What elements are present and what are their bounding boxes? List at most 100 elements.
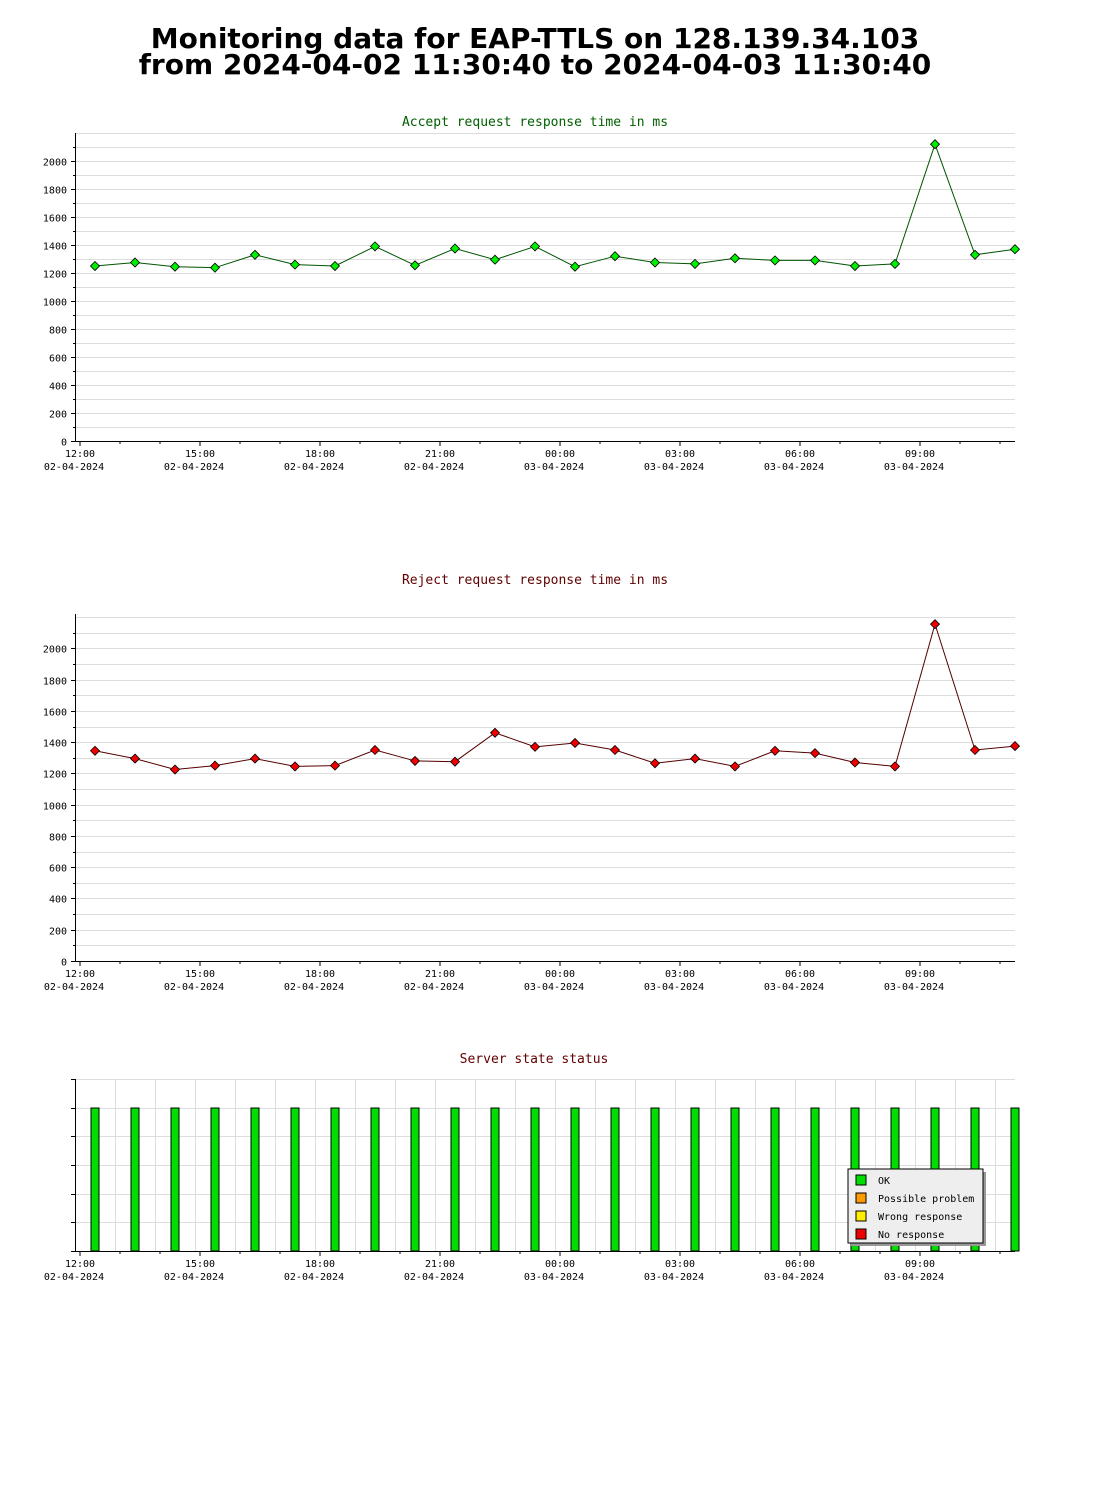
x-tick-label-date: 03-04-2024 [524, 462, 584, 473]
x-tick-label-date: 02-04-2024 [404, 462, 464, 473]
x-tick-label-time: 09:00 [905, 969, 935, 980]
accept-data-point [129, 257, 141, 268]
x-tick-label-time: 21:00 [425, 449, 455, 460]
accept-data-point [89, 260, 101, 272]
status-bar [570, 1107, 580, 1252]
reject-chart-title: Reject request response time in ms [402, 573, 668, 588]
x-tick-label-time: 12:00 [65, 1259, 95, 1270]
accept-data-point [929, 139, 941, 150]
y-tick-label: 1600 [43, 708, 67, 719]
reject-data-point [889, 761, 901, 772]
status-bar [290, 1107, 300, 1252]
x-tick-label-date: 02-04-2024 [284, 462, 344, 473]
x-tick-label-date: 03-04-2024 [524, 1272, 584, 1283]
y-tick-label: 0 [61, 958, 67, 969]
status-legend: OK Possible problem Wrong response No respo… [847, 1168, 986, 1246]
y-tick-label: 1400 [43, 739, 67, 750]
accept-data-point [849, 260, 861, 272]
reject-data-point [609, 744, 621, 756]
x-tick-label-date: 02-04-2024 [284, 1272, 344, 1283]
accept-data-point [249, 249, 261, 260]
reject-data-point [809, 748, 821, 759]
y-tick-label: 200 [49, 410, 67, 421]
x-tick-label-time: 15:00 [185, 1259, 215, 1270]
legend-entry-label: Wrong response [878, 1212, 962, 1223]
accept-data-point [409, 260, 421, 271]
reject-data-point [569, 737, 581, 749]
accept-data-point [329, 260, 341, 272]
reject-data-point [329, 760, 341, 771]
reject-data-point [369, 744, 381, 756]
x-tick-label-time: 12:00 [65, 449, 95, 460]
status-bar [330, 1107, 340, 1252]
x-tick-label-date: 03-04-2024 [644, 1272, 704, 1283]
reject-data-point [769, 745, 781, 756]
reject-chart: Reject request response time in ms12:000… [43, 573, 1021, 993]
y-tick-label: 1200 [43, 270, 67, 281]
status-bar [650, 1107, 660, 1252]
x-tick-label-date: 02-04-2024 [164, 982, 224, 993]
reject-data-point [169, 764, 181, 775]
accept-data-point [809, 255, 821, 266]
y-tick-label: 2000 [43, 645, 67, 656]
accept-data-point [449, 243, 461, 254]
status-bar [210, 1107, 220, 1252]
accept-data-point [369, 241, 381, 252]
status-bar [610, 1107, 620, 1252]
status-bar [530, 1107, 540, 1252]
status-bar [1010, 1107, 1020, 1252]
x-tick-label-time: 06:00 [785, 449, 815, 460]
x-tick-label-date: 03-04-2024 [764, 1272, 824, 1283]
page-title: Monitoring data for EAP-TTLS on 128.139.… [0, 22, 1070, 81]
legend-swatch [855, 1210, 867, 1222]
x-tick-label-date: 03-04-2024 [884, 1272, 944, 1283]
y-tick-label: 600 [49, 864, 67, 875]
legend-entry-label: OK [878, 1176, 890, 1187]
reject-data-point [1009, 741, 1021, 752]
accept-data-point [889, 258, 901, 269]
x-tick-label-time: 03:00 [665, 1259, 695, 1270]
x-tick-label-time: 21:00 [425, 1259, 455, 1270]
page-title-line2: from 2024-04-02 11:30:40 to 2024-04-03 1… [138, 48, 932, 81]
x-tick-label-date: 03-04-2024 [884, 462, 944, 473]
x-tick-label-time: 00:00 [545, 969, 575, 980]
x-tick-label-date: 03-04-2024 [524, 982, 584, 993]
status-bar [370, 1107, 380, 1252]
x-tick-label-time: 06:00 [785, 969, 815, 980]
accept-data-point [169, 261, 181, 272]
accept-chart-title: Accept request response time in ms [402, 115, 668, 130]
page-title-line1: Monitoring data for EAP-TTLS on 128.139.… [150, 22, 920, 55]
y-tick-label: 1800 [43, 677, 67, 688]
x-tick-label-time: 03:00 [665, 969, 695, 980]
accept-data-point [289, 259, 301, 270]
reject-data-point [729, 761, 741, 772]
x-tick-label-date: 03-04-2024 [644, 982, 704, 993]
reject-data-point [209, 760, 221, 771]
accept-data-point [529, 241, 541, 252]
accept-chart: Accept request response time in ms 12:00 0… [43, 115, 1021, 473]
reject-data-point [129, 753, 141, 764]
status-bar [770, 1107, 780, 1252]
status-bar [410, 1107, 420, 1252]
legend-entry-label: Possible problem [878, 1194, 974, 1205]
x-tick-label-time: 18:00 [305, 1259, 335, 1270]
reject-data-point [649, 758, 661, 769]
y-tick-label: 1400 [43, 242, 67, 253]
status-bar [170, 1107, 180, 1252]
y-tick-label: 1800 [43, 186, 67, 197]
accept-data-point [969, 249, 981, 260]
status-bar [730, 1107, 740, 1252]
status-chart: Server state status 12:00 02-04-2024 15:00 0… [44, 1052, 1020, 1283]
accept-data-point [569, 261, 581, 272]
reject-data-point [929, 619, 941, 630]
y-tick-label: 800 [49, 833, 67, 844]
x-tick-label-date: 02-04-2024 [44, 1272, 104, 1283]
y-tick-label: 800 [49, 326, 67, 337]
status-chart-title: Server state status [460, 1052, 609, 1067]
x-tick-label-time: 15:00 [185, 969, 215, 980]
legend-entry-label: No response [878, 1230, 944, 1241]
x-tick-label-date: 02-04-2024 [164, 462, 224, 473]
x-tick-label-time: 18:00 [305, 449, 335, 460]
accept-series-line [94, 142, 1016, 269]
